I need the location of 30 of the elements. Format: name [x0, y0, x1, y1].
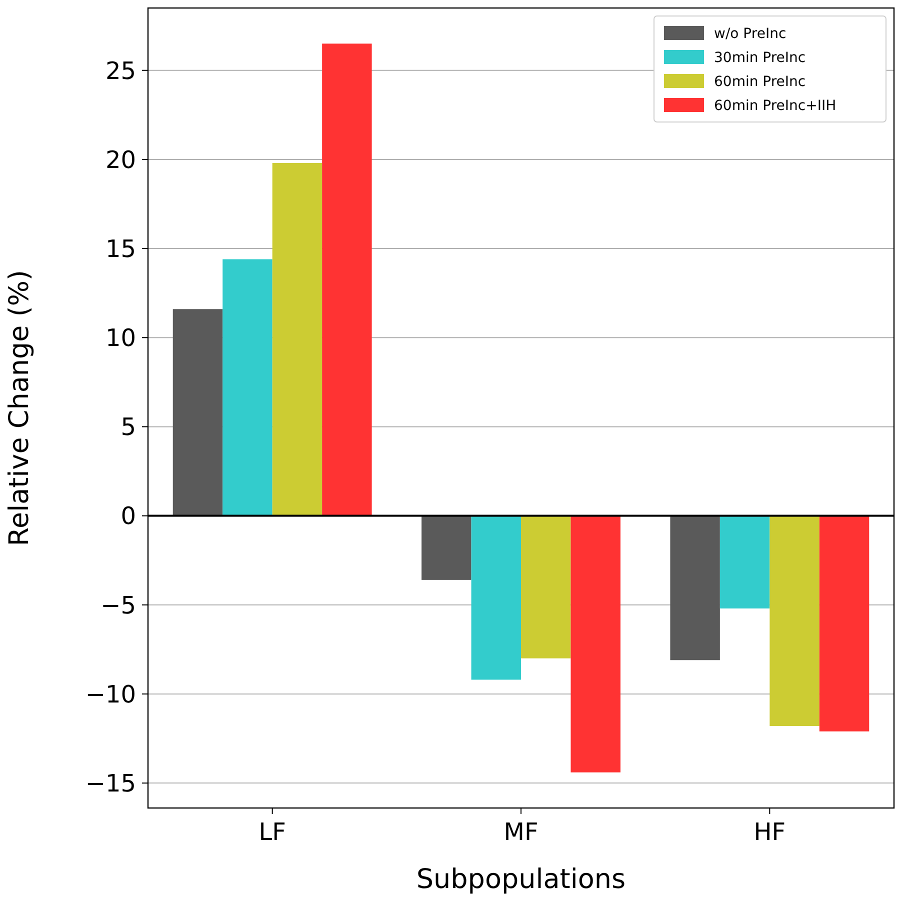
bar [720, 516, 770, 608]
y-tick-label: −15 [85, 769, 136, 798]
bar [570, 516, 620, 772]
legend-label: w/o PreInc [714, 26, 786, 42]
y-tick-label: 20 [105, 146, 136, 174]
bar [322, 44, 372, 516]
y-tick-label: 0 [120, 502, 136, 530]
bar [272, 163, 322, 516]
bar [172, 309, 223, 516]
legend-label: 60min PreInc+IIH [714, 98, 836, 114]
x-tick-label: LF [258, 818, 286, 846]
y-tick-label: −10 [85, 680, 136, 708]
bar [422, 516, 472, 580]
y-tick-label: −5 [100, 591, 136, 620]
bar [670, 516, 720, 660]
x-axis-title: Subpopulations [416, 864, 626, 895]
bar [770, 516, 820, 726]
bar [521, 516, 571, 658]
y-tick-label: 10 [105, 324, 136, 352]
legend-label: 30min PreInc [714, 50, 806, 66]
y-tick-label: 15 [105, 234, 136, 263]
y-tick-label: 25 [105, 56, 136, 85]
bar [819, 516, 870, 732]
x-tick-label: HF [754, 818, 786, 846]
y-tick-label: 5 [120, 413, 136, 442]
legend-label: 60min PreInc [714, 74, 806, 90]
bar [222, 259, 272, 516]
y-axis-title: Relative Change (%) [4, 270, 35, 546]
bar [471, 516, 521, 680]
x-tick-label: MF [504, 818, 538, 846]
